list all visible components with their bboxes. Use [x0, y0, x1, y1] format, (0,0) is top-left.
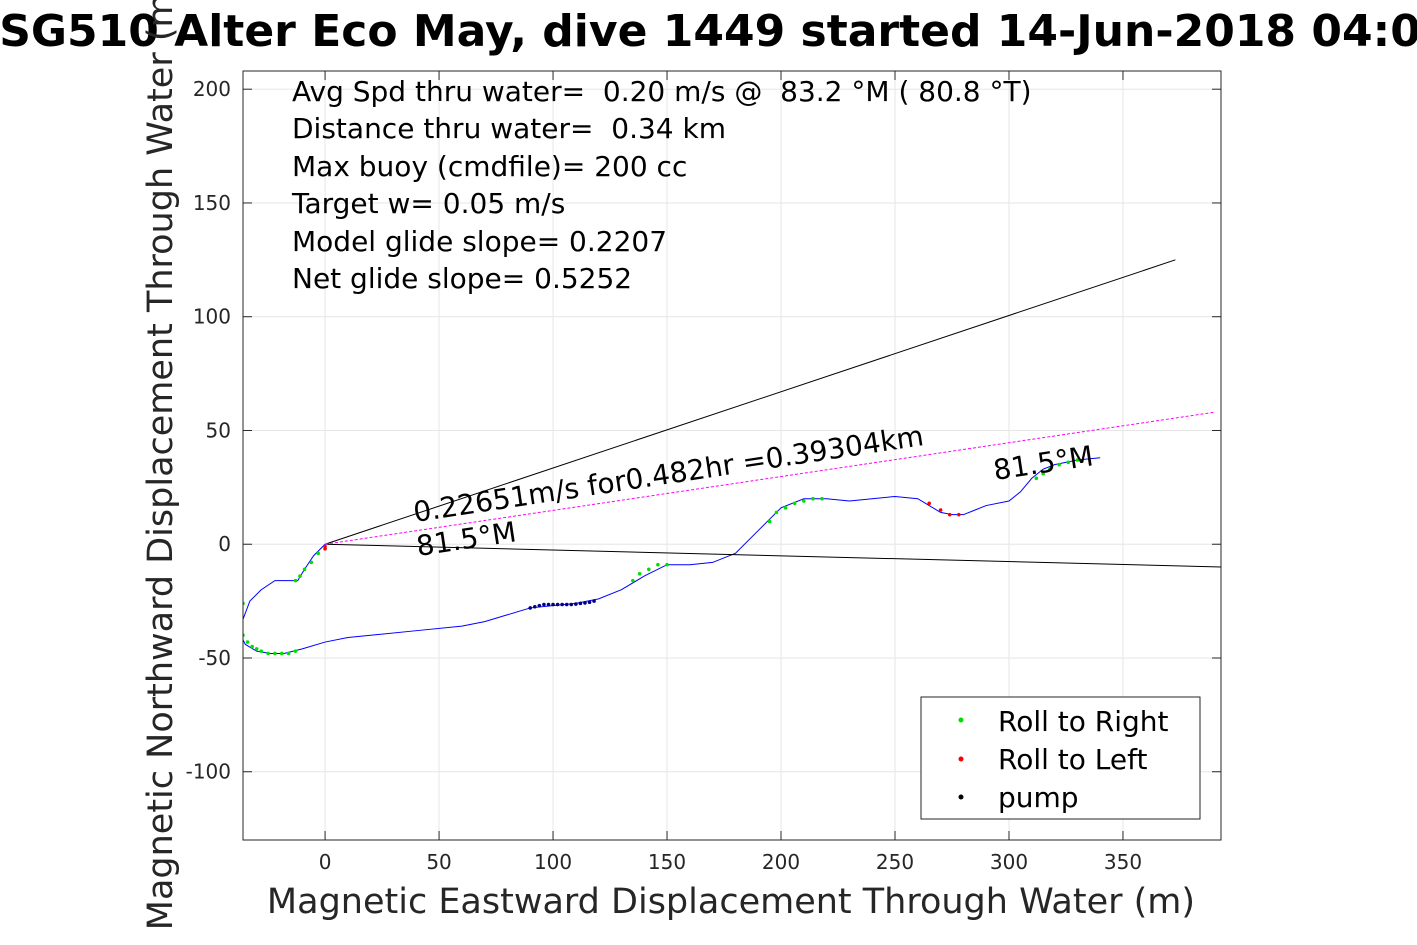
x-axis-label: Magnetic Eastward Displacement Through W…: [267, 882, 1195, 922]
marker-roll-to-right: [820, 496, 824, 501]
annotation-max-buoy: Max buoy (cmdfile)= 200 cc: [292, 150, 687, 183]
marker-pump: [592, 599, 596, 603]
y-tick-label: 50: [206, 418, 231, 442]
x-tick-label: 300: [990, 850, 1028, 874]
y-tick-label: -50: [198, 646, 231, 670]
marker-roll-to-right: [1057, 462, 1061, 467]
marker-roll-to-right: [316, 551, 321, 556]
heading-line: [324, 259, 1176, 545]
plot-content: [243, 259, 1221, 656]
marker-pump: [546, 602, 551, 607]
marker-roll-to-right: [273, 651, 277, 656]
marker-roll-to-right: [293, 578, 298, 583]
marker-roll-to-right: [266, 651, 270, 656]
legend-marker-roll-right: [958, 717, 964, 723]
legend-label-roll-right: Roll to Right: [998, 705, 1169, 738]
marker-pump: [555, 602, 560, 607]
legend-box: [920, 696, 1201, 820]
marker-roll-to-right: [245, 640, 250, 644]
y-axis-label: Magnetic Northward Displacement Through …: [141, 0, 181, 930]
x-tick-label: 0: [319, 850, 332, 874]
marker-roll-to-right: [293, 649, 298, 653]
annotation-model-glide-slope: Model glide slope= 0.2207: [292, 225, 667, 258]
legend-label-roll-left: Roll to Left: [998, 743, 1147, 776]
chart-title: SG510 Alter Eco May, dive 1449 started 1…: [0, 6, 1417, 57]
annotation-avg-speed: Avg Spd thru water= 0.20 m/s @ 83.2 °M (…: [292, 75, 1032, 108]
x-tick-label: 50: [426, 850, 451, 874]
marker-roll-to-right: [1041, 471, 1045, 476]
legend-label-pump: pump: [998, 781, 1079, 814]
marker-pump: [587, 600, 592, 605]
marker-roll-to-right: [774, 510, 779, 515]
marker-roll-to-right: [1075, 458, 1080, 462]
legend-marker-pump: [958, 794, 964, 800]
marker-roll-to-left: [957, 512, 961, 517]
heading-line: [325, 543, 1221, 568]
marker-pump: [533, 604, 537, 609]
x-tick-label: 200: [762, 850, 800, 874]
marker-roll-to-right: [250, 644, 254, 649]
marker-roll-to-left: [323, 546, 327, 551]
marker-roll-to-left: [927, 501, 931, 506]
x-tick-label: 100: [534, 850, 572, 874]
marker-roll-to-right: [1048, 467, 1052, 471]
annotation-target-w: Target w= 0.05 m/s: [291, 187, 565, 220]
annotation-net-glide-slope: Net glide slope= 0.5252: [292, 262, 632, 295]
marker-roll-to-right: [802, 499, 806, 503]
glider-track-line: [243, 457, 1101, 654]
x-tick-label: 150: [648, 850, 686, 874]
legend-marker-roll-left: [958, 756, 964, 762]
x-tick-label: 250: [876, 850, 914, 874]
marker-pump: [578, 601, 583, 606]
marker-roll-to-right: [792, 501, 797, 506]
marker-roll-to-right: [656, 562, 660, 567]
marker-pump: [564, 602, 569, 607]
marker-pump: [542, 602, 546, 607]
marker-pump: [574, 602, 578, 606]
x-tick-label: 350: [1104, 850, 1142, 874]
marker-roll-to-left: [947, 512, 952, 517]
marker-roll-to-right: [1034, 476, 1039, 481]
y-tick-label: 100: [193, 305, 231, 329]
marker-roll-to-right: [302, 567, 307, 572]
marker-pump: [537, 603, 542, 608]
marker-roll-to-right: [309, 560, 314, 565]
marker-pump: [560, 602, 564, 607]
plot-area-frame: [242, 70, 1222, 841]
y-tick-label: 150: [193, 191, 231, 215]
annotation-block: Avg Spd thru water= 0.20 m/s @ 83.2 °M (…: [291, 75, 1032, 295]
marker-pump: [569, 602, 574, 607]
marker-roll-to-right: [637, 572, 642, 576]
marker-roll-to-right: [646, 567, 651, 572]
y-tick-label: 200: [193, 77, 231, 101]
marker-roll-to-right: [298, 574, 302, 578]
marker-roll-to-right: [286, 651, 291, 656]
marker-roll-to-right: [767, 519, 772, 524]
marker-roll-to-right: [259, 649, 264, 653]
marker-roll-to-right: [279, 651, 284, 656]
marker-roll-to-right: [631, 578, 635, 583]
annotation-distance: Distance thru water= 0.34 km: [292, 112, 726, 145]
marker-roll-to-right: [254, 647, 259, 651]
legend: Roll to Right Roll to Left pump: [920, 696, 1201, 820]
y-tick-label: -100: [186, 760, 231, 784]
marker-roll-to-right: [1066, 460, 1071, 465]
marker-roll-to-right: [811, 496, 815, 501]
marker-pump: [528, 606, 533, 610]
marker-roll-to-left: [938, 508, 943, 512]
y-tick-label: 0: [218, 532, 231, 556]
marker-roll-to-right: [665, 562, 669, 567]
marker-pump: [583, 601, 587, 605]
marker-pump: [551, 602, 555, 607]
marker-roll-to-right: [783, 506, 788, 510]
